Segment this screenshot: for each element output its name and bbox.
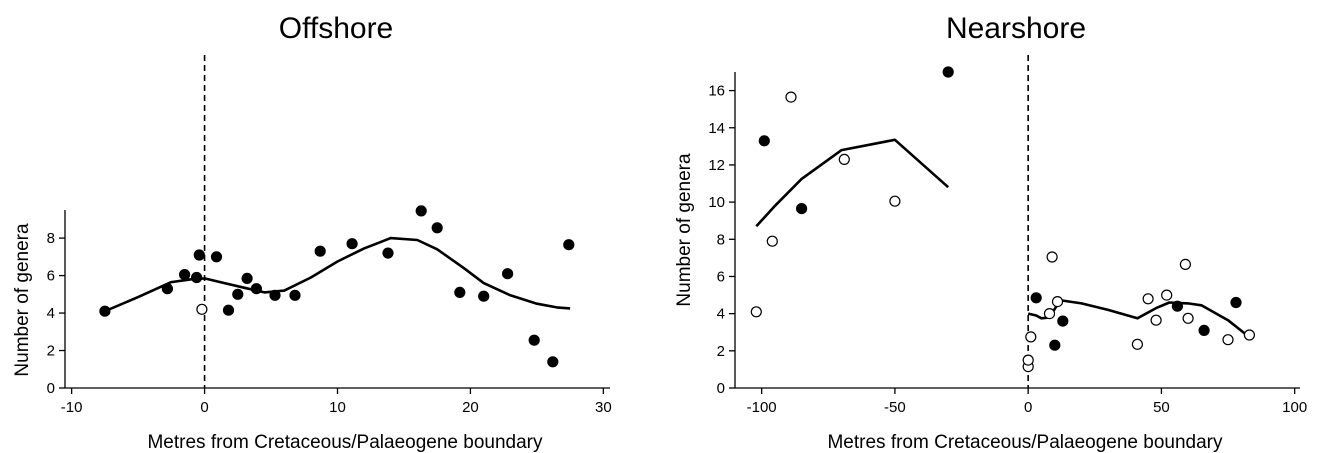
nearshore-filled-point	[1049, 339, 1061, 351]
nearshore-y-tick-label: 0	[717, 380, 725, 397]
offshore-y-tick-label: 2	[47, 343, 55, 360]
nearshore-filled-point	[1057, 315, 1069, 327]
nearshore-open-point	[1051, 296, 1064, 308]
offshore-x-tick-label: 30	[595, 399, 612, 416]
nearshore-trend-line	[755, 138, 950, 228]
offshore-y-tick-label: 6	[47, 268, 55, 285]
nearshore-open-point	[1243, 329, 1256, 341]
nearshore-y-tick-label: 10	[708, 194, 725, 211]
nearshore-trend-line	[1027, 299, 1248, 337]
nearshore-open-point	[750, 306, 762, 318]
offshore-filled-point	[269, 289, 281, 301]
nearshore-open-point	[1043, 308, 1056, 320]
nearshore-y-tick-label: 4	[717, 306, 725, 323]
offshore-filled-point	[454, 286, 466, 298]
offshore-trend-line	[104, 236, 571, 313]
offshore-x-tick-label: 10	[329, 399, 346, 416]
nearshore-y-tick-label: 2	[717, 343, 725, 360]
offshore-filled-point	[210, 251, 223, 263]
offshore-panel: Offshore Metres from Cretaceous/Palaeoge…	[12, 12, 612, 453]
offshore-filled-point	[222, 304, 235, 316]
offshore-filled-point	[528, 334, 540, 346]
nearshore-title: Nearshore	[946, 12, 1086, 45]
offshore-filled-point	[179, 269, 191, 281]
offshore-filled-point	[346, 238, 358, 250]
nearshore-open-point	[838, 153, 850, 165]
nearshore-y-tick-label: 8	[717, 231, 725, 248]
nearshore-filled-point	[795, 203, 808, 215]
offshore-filled-point	[563, 239, 575, 251]
offshore-x-tick-label: -10	[61, 399, 83, 416]
offshore-filled-point	[289, 289, 301, 301]
nearshore-x-axis-label: Metres from Cretaceous/Palaeogene bounda…	[827, 432, 1223, 453]
nearshore-open-point	[1022, 354, 1034, 366]
offshore-filled-point	[193, 249, 205, 261]
nearshore-filled-point	[1171, 300, 1184, 312]
offshore-open-point	[196, 303, 208, 315]
offshore-x-tick-label: 20	[462, 399, 479, 416]
offshore-filled-point	[191, 271, 203, 284]
offshore-filled-point	[415, 205, 427, 217]
offshore-filled-point	[250, 283, 262, 295]
nearshore-filled-point	[758, 135, 770, 147]
nearshore-open-point	[1142, 293, 1154, 305]
nearshore-x-tick-label: -100	[747, 399, 777, 416]
offshore-filled-point	[161, 283, 173, 295]
nearshore-open-point	[1179, 258, 1192, 270]
offshore-y-tick-label: 4	[47, 305, 55, 322]
nearshore-y-tick-label: 16	[708, 83, 725, 100]
offshore-y-tick-label: 8	[47, 230, 55, 247]
nearshore-filled-point	[1198, 324, 1210, 336]
offshore-filled-point	[502, 268, 514, 280]
nearshore-open-point	[1222, 334, 1234, 346]
offshore-y-tick-label: 0	[47, 380, 55, 397]
offshore-filled-point	[99, 305, 111, 317]
offshore-filled-point	[547, 356, 559, 368]
offshore-x-tick-label: 0	[200, 399, 208, 416]
offshore-filled-point	[382, 247, 394, 259]
offshore-filled-point	[232, 288, 244, 300]
nearshore-open-point	[1182, 312, 1194, 324]
nearshore-open-point	[1131, 338, 1144, 350]
offshore-x-axis-label: Metres from Cretaceous/Palaeogene bounda…	[147, 432, 543, 453]
nearshore-y-axis-label: Number of genera	[674, 153, 695, 307]
nearshore-x-tick-label: 0	[1024, 399, 1032, 416]
offshore-y-axis-label: Number of genera	[12, 223, 33, 377]
offshore-filled-point	[431, 222, 443, 234]
nearshore-open-point	[1046, 251, 1058, 263]
nearshore-open-point	[785, 91, 797, 103]
nearshore-x-tick-label: 50	[1153, 399, 1170, 416]
nearshore-filled-point	[1030, 292, 1042, 304]
nearshore-open-point	[1150, 314, 1162, 326]
nearshore-y-tick-label: 12	[708, 157, 725, 174]
nearshore-open-point	[1161, 289, 1173, 301]
nearshore-panel: Nearshore Metres from Cretaceous/Palaeog…	[674, 12, 1307, 453]
offshore-filled-point	[314, 245, 326, 257]
offshore-filled-point	[241, 272, 253, 284]
nearshore-x-tick-label: 100	[1282, 399, 1307, 416]
nearshore-y-tick-label: 14	[708, 120, 725, 137]
nearshore-x-tick-label: -50	[884, 399, 906, 416]
nearshore-open-point	[889, 195, 901, 207]
nearshore-y-tick-label: 6	[717, 268, 725, 285]
nearshore-open-point	[1025, 331, 1037, 343]
offshore-filled-point	[478, 290, 490, 302]
nearshore-open-point	[766, 235, 778, 247]
nearshore-filled-point	[942, 66, 954, 78]
offshore-title: Offshore	[279, 12, 394, 45]
nearshore-filled-point	[1230, 296, 1242, 309]
